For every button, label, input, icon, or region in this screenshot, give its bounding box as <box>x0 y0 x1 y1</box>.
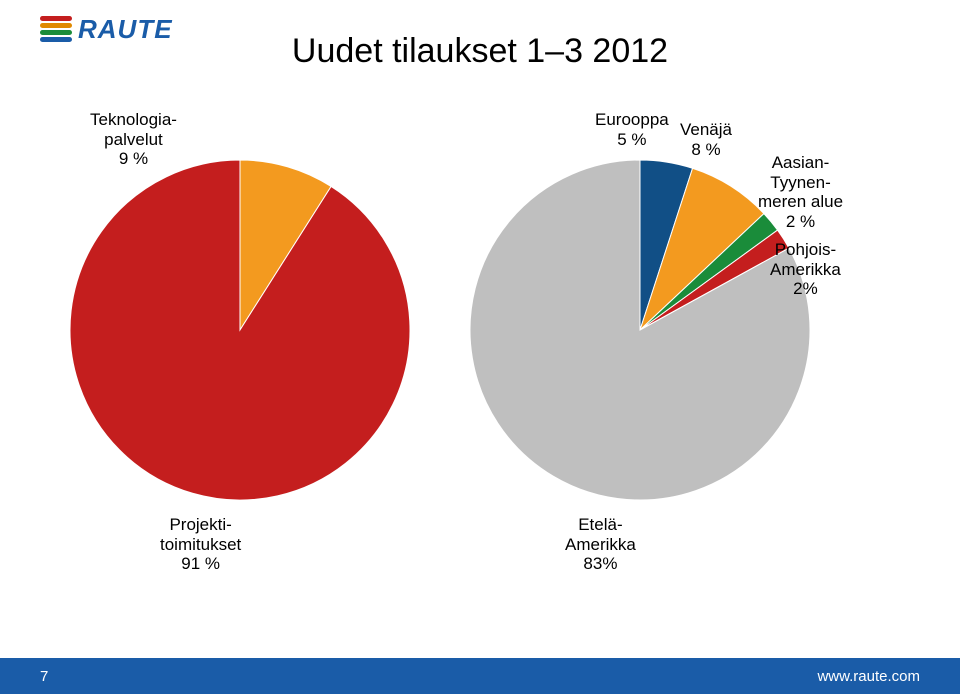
label-tech: Teknologia- palvelut 9 % <box>90 110 177 169</box>
page-title: Uudet tilaukset 1–3 2012 <box>0 32 960 71</box>
label-proj: Projekti- toimitukset 91 % <box>160 515 241 574</box>
label-eu: Eurooppa 5 % <box>595 110 669 149</box>
label-na: Pohjois- Amerikka 2% <box>770 240 841 299</box>
footer-url: www.raute.com <box>817 668 920 685</box>
label-sa: Etelä- Amerikka 83% <box>565 515 636 574</box>
pie-chart-left <box>40 130 440 530</box>
page-number: 7 <box>40 668 48 685</box>
label-ru: Venäjä 8 % <box>680 120 732 159</box>
charts-area: Teknologia- palvelut 9 % Projekti- toimi… <box>0 120 960 560</box>
footer-bar: 7 www.raute.com <box>0 658 960 694</box>
pie-slice <box>70 160 410 500</box>
label-apac: Aasian- Tyynen- meren alue 2 % <box>758 153 843 231</box>
